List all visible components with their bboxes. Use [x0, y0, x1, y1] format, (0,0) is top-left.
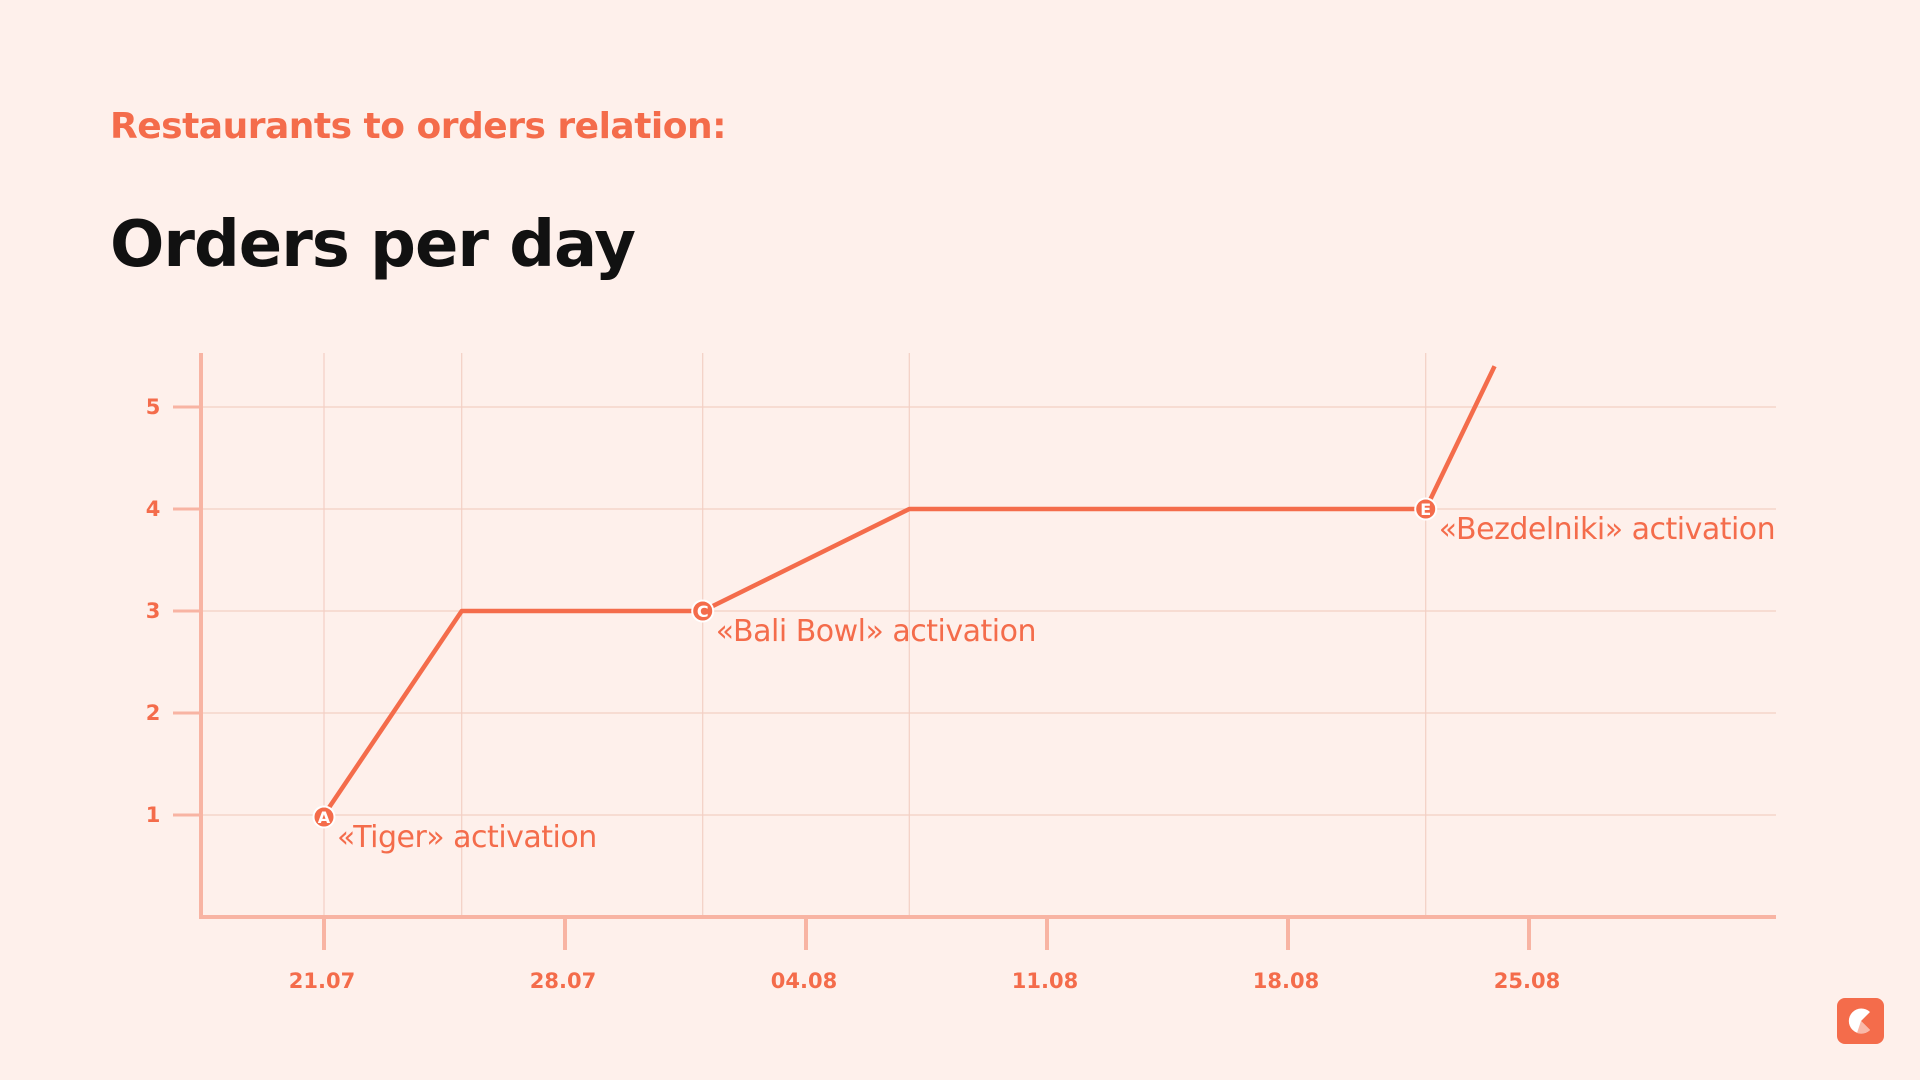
chart-subtitle: Restaurants to orders relation: — [110, 106, 727, 147]
app-logo-icon[interactable] — [1837, 998, 1884, 1044]
annotation-marker — [312, 805, 336, 829]
x-tick-label: 28.07 — [530, 969, 596, 993]
y-tick-label: 5 — [146, 395, 161, 419]
annotation-label: «Tiger» activation — [337, 820, 597, 855]
x-tick-label: 11.08 — [1012, 969, 1078, 993]
y-tick-label: 2 — [146, 701, 161, 725]
chart-title: Orders per day — [110, 208, 636, 282]
x-tick-label: 21.07 — [289, 969, 355, 993]
annotation-label: «Bali Bowl» activation — [716, 614, 1036, 649]
annotation-label: «Bezdelniki» activation — [1439, 512, 1775, 547]
x-tick-label: 04.08 — [771, 969, 837, 993]
annotation-c: C «Bali Bowl» activation — [691, 599, 1036, 649]
annotation-a: A «Tiger» activation — [312, 805, 597, 855]
y-tick-label: 3 — [146, 599, 161, 623]
y-tick-label: 1 — [146, 803, 161, 827]
x-tick-label: 25.08 — [1494, 969, 1560, 993]
orders-line — [322, 365, 1497, 817]
annotation-e: E «Bezdelniki» activation — [1414, 497, 1776, 547]
annotation-marker-letter: A — [318, 808, 331, 827]
annotation-marker — [691, 599, 715, 623]
annotation-marker — [1414, 497, 1438, 521]
x-tick-label: 18.08 — [1253, 969, 1319, 993]
y-tick-label: 4 — [146, 497, 161, 521]
pie-chart-logo-icon — [1848, 1008, 1870, 1034]
annotation-marker-letter: E — [1420, 500, 1431, 519]
annotation-marker-letter: C — [697, 602, 709, 621]
